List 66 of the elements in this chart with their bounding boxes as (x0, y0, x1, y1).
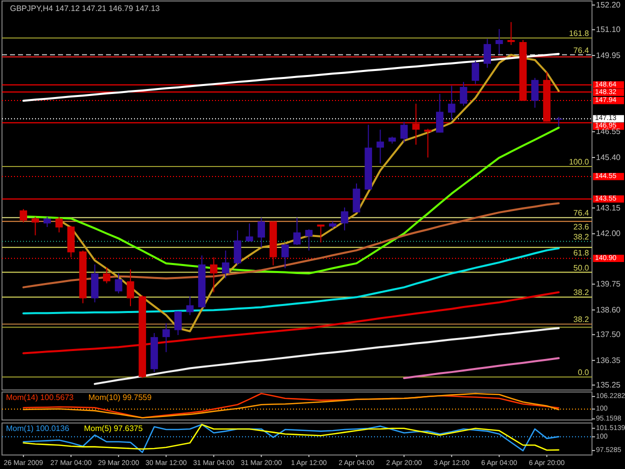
candlestick (424, 128, 432, 158)
candlestick (496, 28, 503, 54)
annotation: 23.6 (573, 222, 590, 232)
y-tick-label: 137.50 (596, 330, 622, 340)
candlestick (293, 217, 301, 246)
candlestick (472, 60, 480, 84)
candlestick (555, 116, 562, 127)
candlestick (55, 216, 63, 233)
y-tick-label: 135.25 (596, 380, 622, 390)
candlestick (222, 250, 230, 279)
annotation: 76.4 (573, 46, 590, 55)
candlestick (281, 242, 289, 269)
candlestick (210, 256, 218, 293)
annotation: 100.0 (568, 157, 590, 166)
candlestick (162, 322, 170, 353)
y-tick-label: 136.35 (596, 356, 622, 365)
chart-title: GBPJPY,H4 147.12 147.21 146.79 147.13 (10, 4, 160, 13)
candlestick (186, 296, 194, 316)
candlestick (317, 224, 324, 243)
candlestick (32, 216, 39, 236)
series-label: Mom(5) 97.6375 (84, 424, 144, 433)
candlestick (102, 266, 110, 284)
y-tick-label: 139.75 (596, 280, 622, 289)
candlestick (400, 121, 408, 144)
y-tick-label: 142.00 (596, 229, 622, 238)
annotation: 50.0 (573, 263, 590, 272)
candlestick (484, 38, 492, 68)
candlestick (234, 230, 242, 266)
annotation: 38.2 (573, 288, 590, 298)
candlestick (44, 216, 51, 228)
annotation: 61.8 (573, 248, 590, 258)
series-label: Mom(1) 100.0136 (6, 424, 70, 433)
y-tick-label: 149.95 (596, 50, 622, 60)
line-series (22, 202, 560, 288)
candlestick (174, 310, 182, 336)
candlestick (114, 272, 122, 294)
candlestick (376, 129, 384, 164)
candlestick (340, 206, 348, 231)
candlestick (412, 103, 420, 146)
y-tick-label: 138.60 (596, 305, 622, 314)
candlestick (531, 77, 539, 108)
y-tick-label: 151.10 (596, 25, 622, 34)
y-tick-label: 146.55 (596, 127, 622, 136)
y-tick-label: 152.20 (596, 0, 622, 10)
candlestick (507, 22, 515, 46)
annotation: 76.4 (573, 208, 590, 218)
series-label: Mom(10) 99.7559 (88, 393, 152, 402)
y-tick-label: 143.15 (596, 203, 622, 212)
line-series (22, 291, 560, 354)
line-series (403, 357, 560, 380)
series-label: Mom(14) 100.5673 (6, 393, 74, 402)
candlestick (448, 85, 456, 120)
candlestick (20, 208, 28, 224)
candlestick (460, 81, 468, 106)
annotation: 161.8 (568, 28, 590, 38)
candlestick (126, 268, 134, 307)
annotation: 0.0 (578, 368, 590, 377)
annotation: 38.2 (573, 232, 590, 242)
candlestick (246, 222, 254, 242)
candlestick (352, 183, 360, 213)
candlestick (258, 217, 265, 248)
candlestick (305, 228, 313, 252)
candlestick (436, 93, 444, 134)
line-series (94, 327, 560, 385)
y-tick-label: 145.40 (596, 152, 622, 162)
annotation: 38.2 (573, 315, 590, 324)
